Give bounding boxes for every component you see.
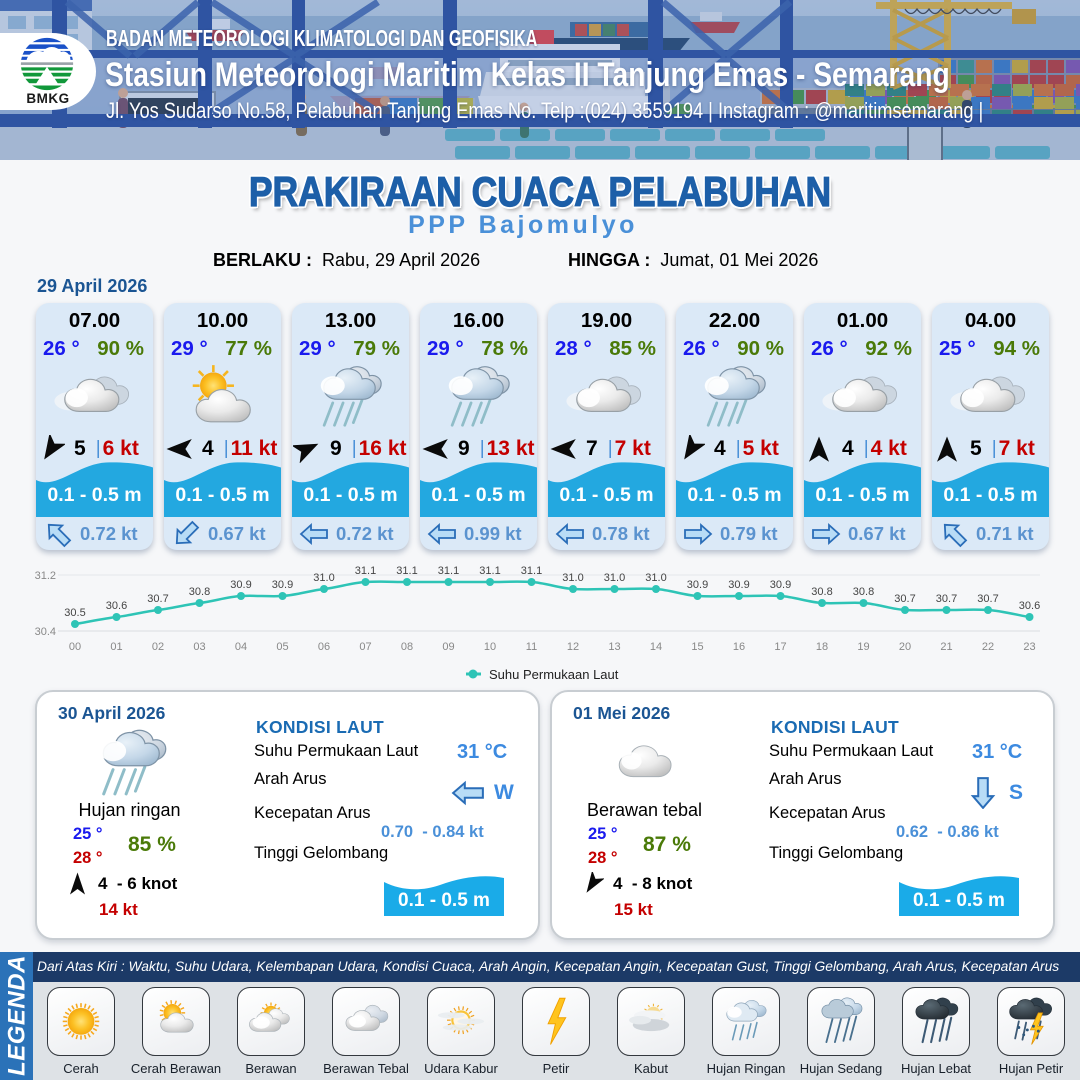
svg-text:31.1: 31.1 [355,565,376,577]
svg-text:30.6: 30.6 [1019,600,1040,612]
svg-text:30.9: 30.9 [272,579,293,591]
svg-text:31.0: 31.0 [313,572,334,584]
svg-text:03: 03 [193,641,205,653]
svg-text:30.7: 30.7 [147,593,168,605]
svg-text:30.9: 30.9 [770,579,791,591]
svg-text:31.1: 31.1 [479,565,500,577]
svg-text:18: 18 [816,641,828,653]
svg-text:09: 09 [442,641,454,653]
svg-text:11: 11 [526,641,537,653]
svg-text:30.7: 30.7 [894,593,915,605]
svg-text:08: 08 [401,641,413,653]
svg-text:30.7: 30.7 [977,593,998,605]
svg-text:22: 22 [982,641,994,653]
svg-text:01: 01 [110,641,122,653]
svg-text:23: 23 [1023,641,1035,653]
svg-text:17: 17 [774,641,786,653]
svg-text:31.1: 31.1 [521,565,542,577]
svg-text:31.1: 31.1 [396,565,417,577]
svg-text:31.0: 31.0 [562,572,583,584]
svg-text:30.4: 30.4 [35,626,56,638]
svg-text:Suhu Permukaan Laut: Suhu Permukaan Laut [489,667,619,682]
svg-text:07: 07 [359,641,371,653]
svg-text:30.8: 30.8 [189,586,210,598]
svg-text:02: 02 [152,641,164,653]
svg-text:20: 20 [899,641,911,653]
svg-text:10: 10 [484,641,496,653]
svg-text:30.7: 30.7 [936,593,957,605]
svg-text:00: 00 [69,641,81,653]
svg-text:06: 06 [318,641,330,653]
svg-text:30.9: 30.9 [728,579,749,591]
svg-text:04: 04 [235,641,247,653]
svg-text:31.1: 31.1 [438,565,459,577]
svg-text:30.6: 30.6 [106,600,127,612]
svg-text:30.5: 30.5 [64,607,85,619]
svg-text:30.9: 30.9 [230,579,251,591]
svg-text:13: 13 [608,641,620,653]
svg-text:30.8: 30.8 [811,586,832,598]
svg-text:30.8: 30.8 [853,586,874,598]
svg-text:19: 19 [857,641,869,653]
svg-text:15: 15 [691,641,703,653]
svg-text:05: 05 [276,641,288,653]
svg-text:30.9: 30.9 [687,579,708,591]
svg-text:31.0: 31.0 [604,572,625,584]
svg-text:16: 16 [733,641,745,653]
svg-text:31.2: 31.2 [35,570,56,582]
svg-text:21: 21 [940,641,952,653]
svg-text:12: 12 [567,641,579,653]
svg-text:31.0: 31.0 [645,572,666,584]
svg-text:14: 14 [650,641,662,653]
